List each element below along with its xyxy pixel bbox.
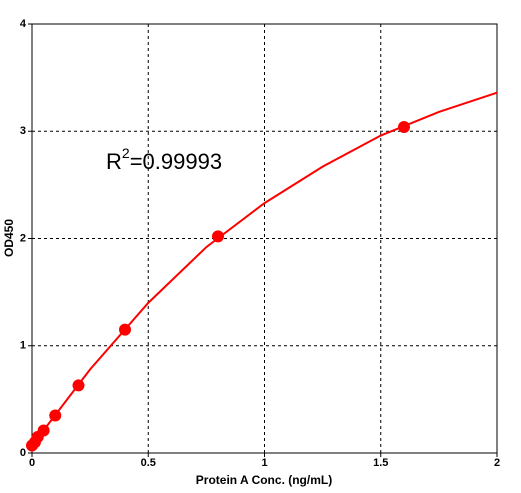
data-point bbox=[398, 120, 410, 133]
annotation-part: =0.99993 bbox=[130, 149, 222, 174]
annotation-superscript: 2 bbox=[122, 145, 130, 161]
y-axis-label: OD450 bbox=[2, 219, 16, 257]
x-tick-label: 1.5 bbox=[373, 457, 388, 469]
fit-curve bbox=[31, 91, 498, 447]
x-axis-label: Protein A Conc. (ng/mL) bbox=[196, 473, 332, 487]
y-tick-label: 0 bbox=[20, 447, 26, 459]
x-tick-label: 0 bbox=[29, 457, 35, 469]
y-tick-label: 3 bbox=[20, 125, 26, 137]
y-tick-label: 4 bbox=[20, 18, 27, 30]
x-tick-label: 2 bbox=[494, 457, 500, 469]
r-squared-annotation: R2=0.99993 bbox=[106, 145, 222, 174]
data-point bbox=[49, 409, 62, 422]
data-point bbox=[72, 379, 85, 392]
x-tick-label: 1 bbox=[261, 457, 267, 469]
data-point bbox=[212, 230, 224, 243]
annotation-part: R bbox=[106, 149, 122, 174]
plot-area bbox=[31, 23, 498, 454]
y-tick-label: 2 bbox=[20, 232, 26, 244]
data-point bbox=[37, 424, 50, 437]
y-tick-label: 1 bbox=[20, 340, 26, 352]
x-tick-label: 0.5 bbox=[141, 457, 156, 469]
data-point bbox=[119, 323, 131, 336]
